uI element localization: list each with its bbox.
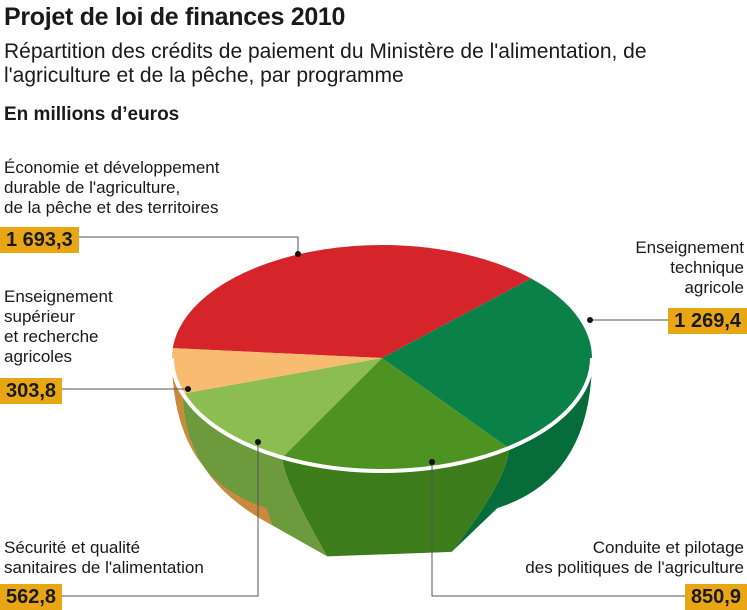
slice-enseignement-technique bbox=[382, 278, 592, 449]
slice-economie bbox=[172, 245, 532, 358]
bowl-side-enseignement-superieur bbox=[172, 358, 273, 526]
label-enseignement-technique: Enseignement technique agricole bbox=[635, 238, 744, 297]
slice-securite bbox=[182, 358, 382, 458]
bowl-side-securite bbox=[182, 393, 328, 557]
leader-enseignement-superieur-dot bbox=[185, 386, 191, 392]
leader-securite-dot bbox=[255, 439, 261, 445]
chart-subtitle: Répartition des crédits de paiement du M… bbox=[4, 40, 647, 87]
label-economie: Économie et développement durable de l'a… bbox=[4, 158, 220, 217]
leader-economie bbox=[0, 236, 299, 254]
slice-enseignement-superieur bbox=[172, 348, 382, 394]
value-enseignement-superieur: 303,8 bbox=[0, 378, 63, 404]
bowl-rim bbox=[170, 357, 594, 473]
leader-economie-dot bbox=[295, 251, 301, 257]
slice-conduite bbox=[282, 358, 509, 471]
chart-title: Projet de loi de finances 2010 bbox=[4, 3, 346, 31]
label-conduite: Conduite et pilotage des politiques de l… bbox=[525, 538, 744, 577]
leader-conduite bbox=[431, 462, 747, 597]
value-conduite: 850,9 bbox=[684, 584, 747, 610]
value-economie: 1 693,3 bbox=[0, 227, 79, 253]
bowl-side-enseignement-technique bbox=[451, 358, 592, 552]
value-securite: 562,8 bbox=[0, 584, 63, 610]
label-securite: Sécurité et qualité sanitaires de l'alim… bbox=[4, 538, 204, 577]
bowl-side-conduite bbox=[282, 448, 509, 557]
unit-label: En millions d’euros bbox=[4, 104, 180, 125]
label-enseignement-superieur: Enseignement supérieur et recherche agri… bbox=[4, 287, 113, 366]
leader-enseignement-technique-dot bbox=[587, 317, 593, 323]
value-enseignement-technique: 1 269,4 bbox=[668, 308, 747, 334]
leader-securite bbox=[0, 442, 259, 597]
leader-conduite-dot bbox=[429, 459, 435, 465]
